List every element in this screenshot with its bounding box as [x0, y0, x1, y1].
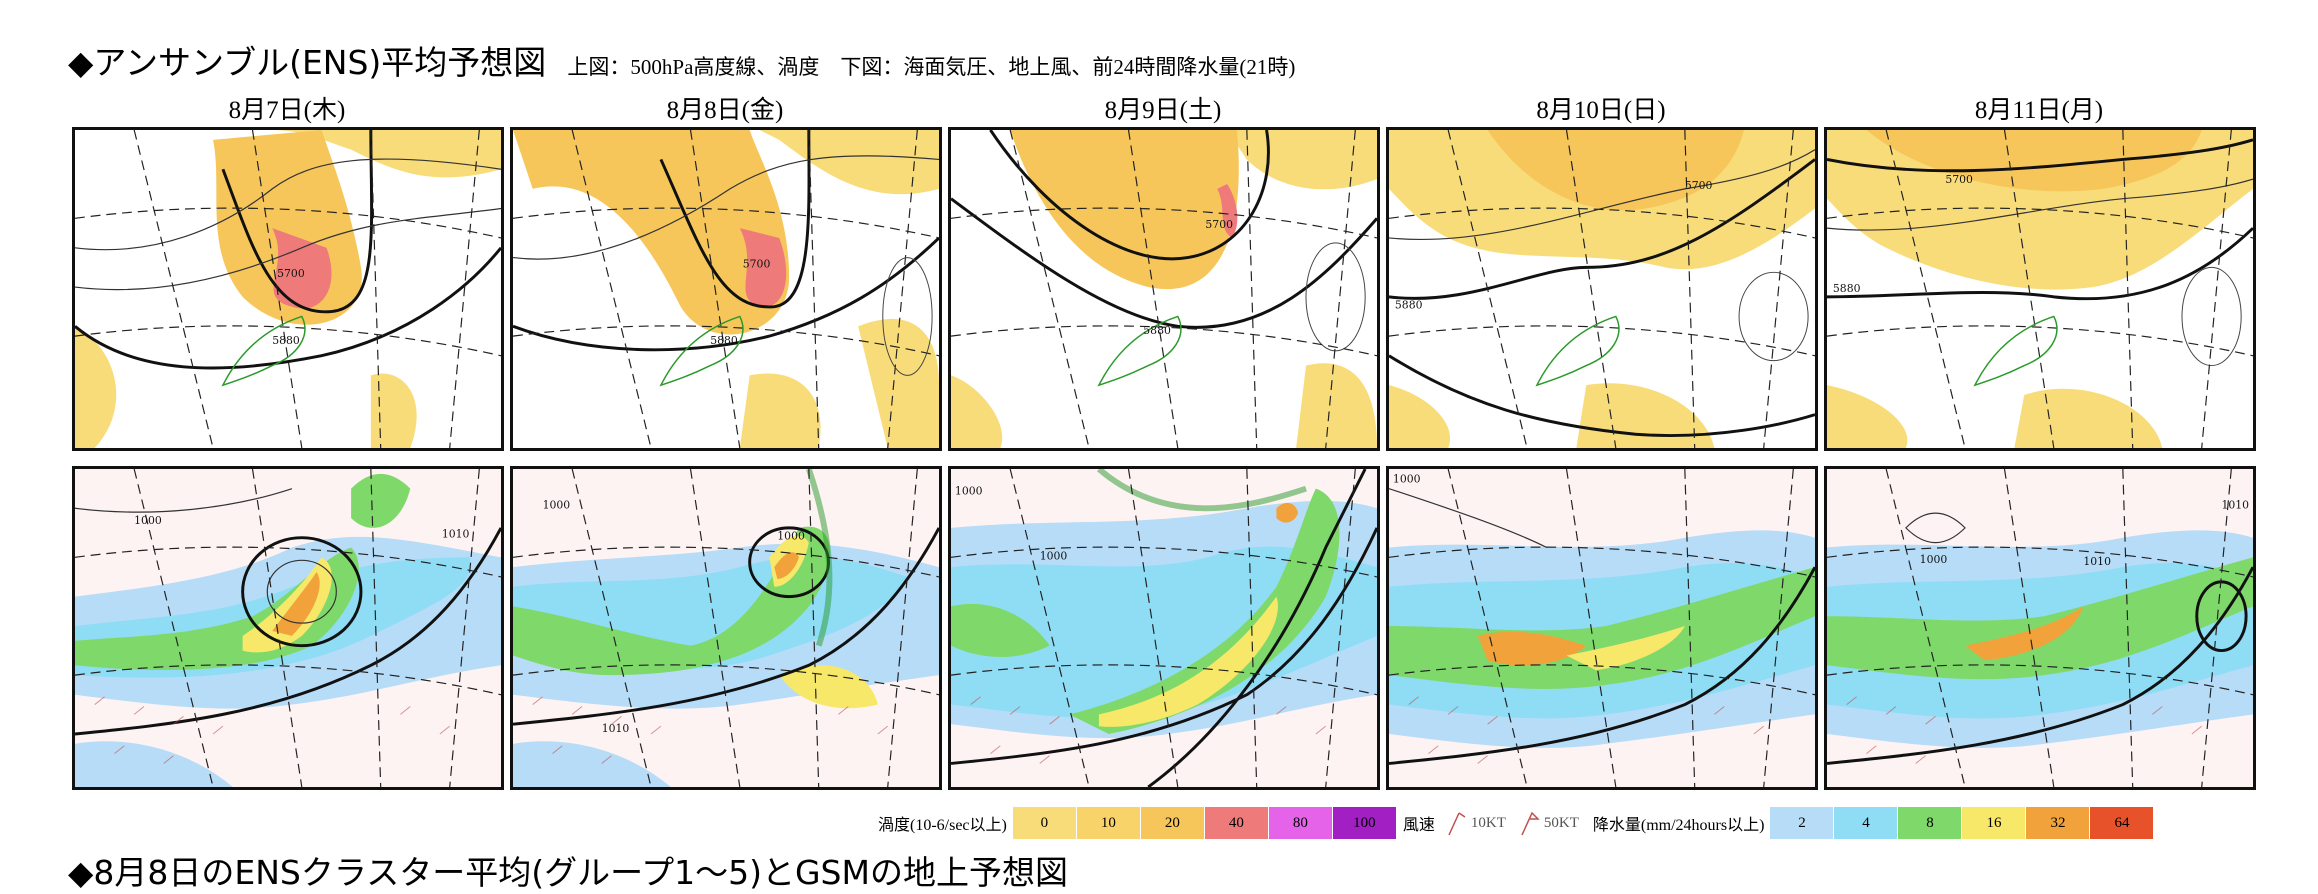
lower-map-day5: 1000 1010 1010 — [1824, 466, 2256, 790]
vorticity-swatch: 100 — [1332, 807, 1397, 839]
upper-map-day2: 5700 5880 — [510, 127, 942, 451]
isobar-label: 1010 — [2083, 555, 2111, 568]
day-label: 8月10日(日) — [1536, 97, 1666, 124]
wind-legend-label: 風速 — [1402, 817, 1435, 834]
precip-legend-label: 降水量(mm/24hours以上) — [1592, 817, 1765, 834]
wind-barb-50kt-icon — [1518, 809, 1540, 837]
wind-50kt-label: 50KT — [1543, 814, 1579, 831]
lower-map-graphic: 1000 1010 1010 — [1827, 469, 2253, 787]
vorticity-swatch: 0 — [1012, 807, 1077, 839]
contour-label: 5880 — [272, 334, 300, 347]
isobar-label: 1000 — [543, 498, 571, 511]
next-section-title: ◆8月8日のENSクラスター平均(グループ1～5)とGSMの地上予想図 — [68, 853, 1068, 892]
upper-map-day1: 5700 5880 — [72, 127, 504, 451]
vorticity-legend-label: 渦度(10-6/sec以上) — [878, 817, 1007, 834]
upper-map-day3: 5700 5880 — [948, 127, 1380, 451]
upper-map-graphic: 5700 5880 — [951, 130, 1377, 448]
isobar-label: 1010 — [442, 528, 470, 541]
isobar-label: 1000 — [955, 485, 983, 498]
precip-swatch: 2 — [1770, 807, 1835, 839]
precip-swatch: 32 — [2026, 807, 2091, 839]
vorticity-swatch: 40 — [1204, 807, 1269, 839]
lower-map-day4: 1000 — [1386, 466, 1818, 790]
precip-swatch: 8 — [1898, 807, 1963, 839]
isobar-label: 1000 — [1040, 549, 1068, 562]
lower-map-graphic: 1000 1000 1010 — [513, 469, 939, 787]
precip-swatch: 64 — [2090, 807, 2155, 839]
precip-swatch: 4 — [1834, 807, 1899, 839]
vorticity-swatch: 80 — [1268, 807, 1333, 839]
lower-map-graphic: 1000 — [1389, 469, 1815, 787]
legend: 渦度(10-6/sec以上) 0 10 20 40 80 100 風速 10KT… — [872, 806, 2155, 840]
day-label: 8月7日(木) — [228, 97, 346, 124]
isobar-label: 1010 — [2221, 498, 2249, 511]
wind-barb-10kt-icon — [1445, 809, 1467, 837]
upper-map-day4: 5700 5880 — [1386, 127, 1818, 451]
isobar-label: 1000 — [134, 514, 162, 527]
lower-map-graphic: 1000 1000 — [951, 469, 1377, 787]
day-label: 8月9日(土) — [1104, 97, 1222, 124]
contour-label: 5700 — [1945, 173, 1973, 186]
upper-map-graphic: 5700 5880 — [513, 130, 939, 448]
vorticity-swatch: 20 — [1140, 807, 1205, 839]
isobar-label: 1000 — [1920, 553, 1948, 566]
contour-label: 5880 — [1143, 324, 1171, 337]
upper-map-day5: 5700 5880 — [1824, 127, 2256, 451]
lower-map-day2: 1000 1000 1010 — [510, 466, 942, 790]
contour-label: 5700 — [743, 257, 771, 270]
page-subtitle: 上図：500hPa高度線、渦度 下図：海面気圧、地上風、前24時間降水量(21時… — [567, 55, 1296, 79]
contour-label: 5700 — [1205, 218, 1233, 231]
day-label: 8月8日(金) — [666, 97, 784, 124]
isobar-label: 1000 — [777, 530, 805, 543]
isobar-label: 1000 — [1393, 473, 1421, 486]
lower-map-day1: 1000 1010 — [72, 466, 504, 790]
lower-map-graphic: 1000 1010 — [75, 469, 501, 787]
vorticity-swatch: 10 — [1076, 807, 1141, 839]
contour-label: 5880 — [1833, 282, 1861, 295]
day-label: 8月11日(月) — [1974, 97, 2104, 124]
title-row: ◆アンサンブル(ENS)平均予想図 上図：500hPa高度線、渦度 下図：海面気… — [68, 36, 1295, 86]
precip-swatch: 16 — [1962, 807, 2027, 839]
upper-map-graphic: 5700 5880 — [75, 130, 501, 448]
page-title: ◆アンサンブル(ENS)平均予想図 — [68, 43, 547, 82]
contour-label: 5880 — [710, 334, 738, 347]
contour-label: 5700 — [277, 267, 305, 280]
wind-10kt-label: 10KT — [1470, 814, 1506, 831]
contour-label: 5700 — [1685, 179, 1713, 192]
contour-label: 5880 — [1395, 299, 1423, 312]
upper-map-graphic: 5700 5880 — [1389, 130, 1815, 448]
upper-map-graphic: 5700 5880 — [1827, 130, 2253, 448]
lower-map-day3: 1000 1000 — [948, 466, 1380, 790]
isobar-label: 1010 — [602, 722, 630, 735]
